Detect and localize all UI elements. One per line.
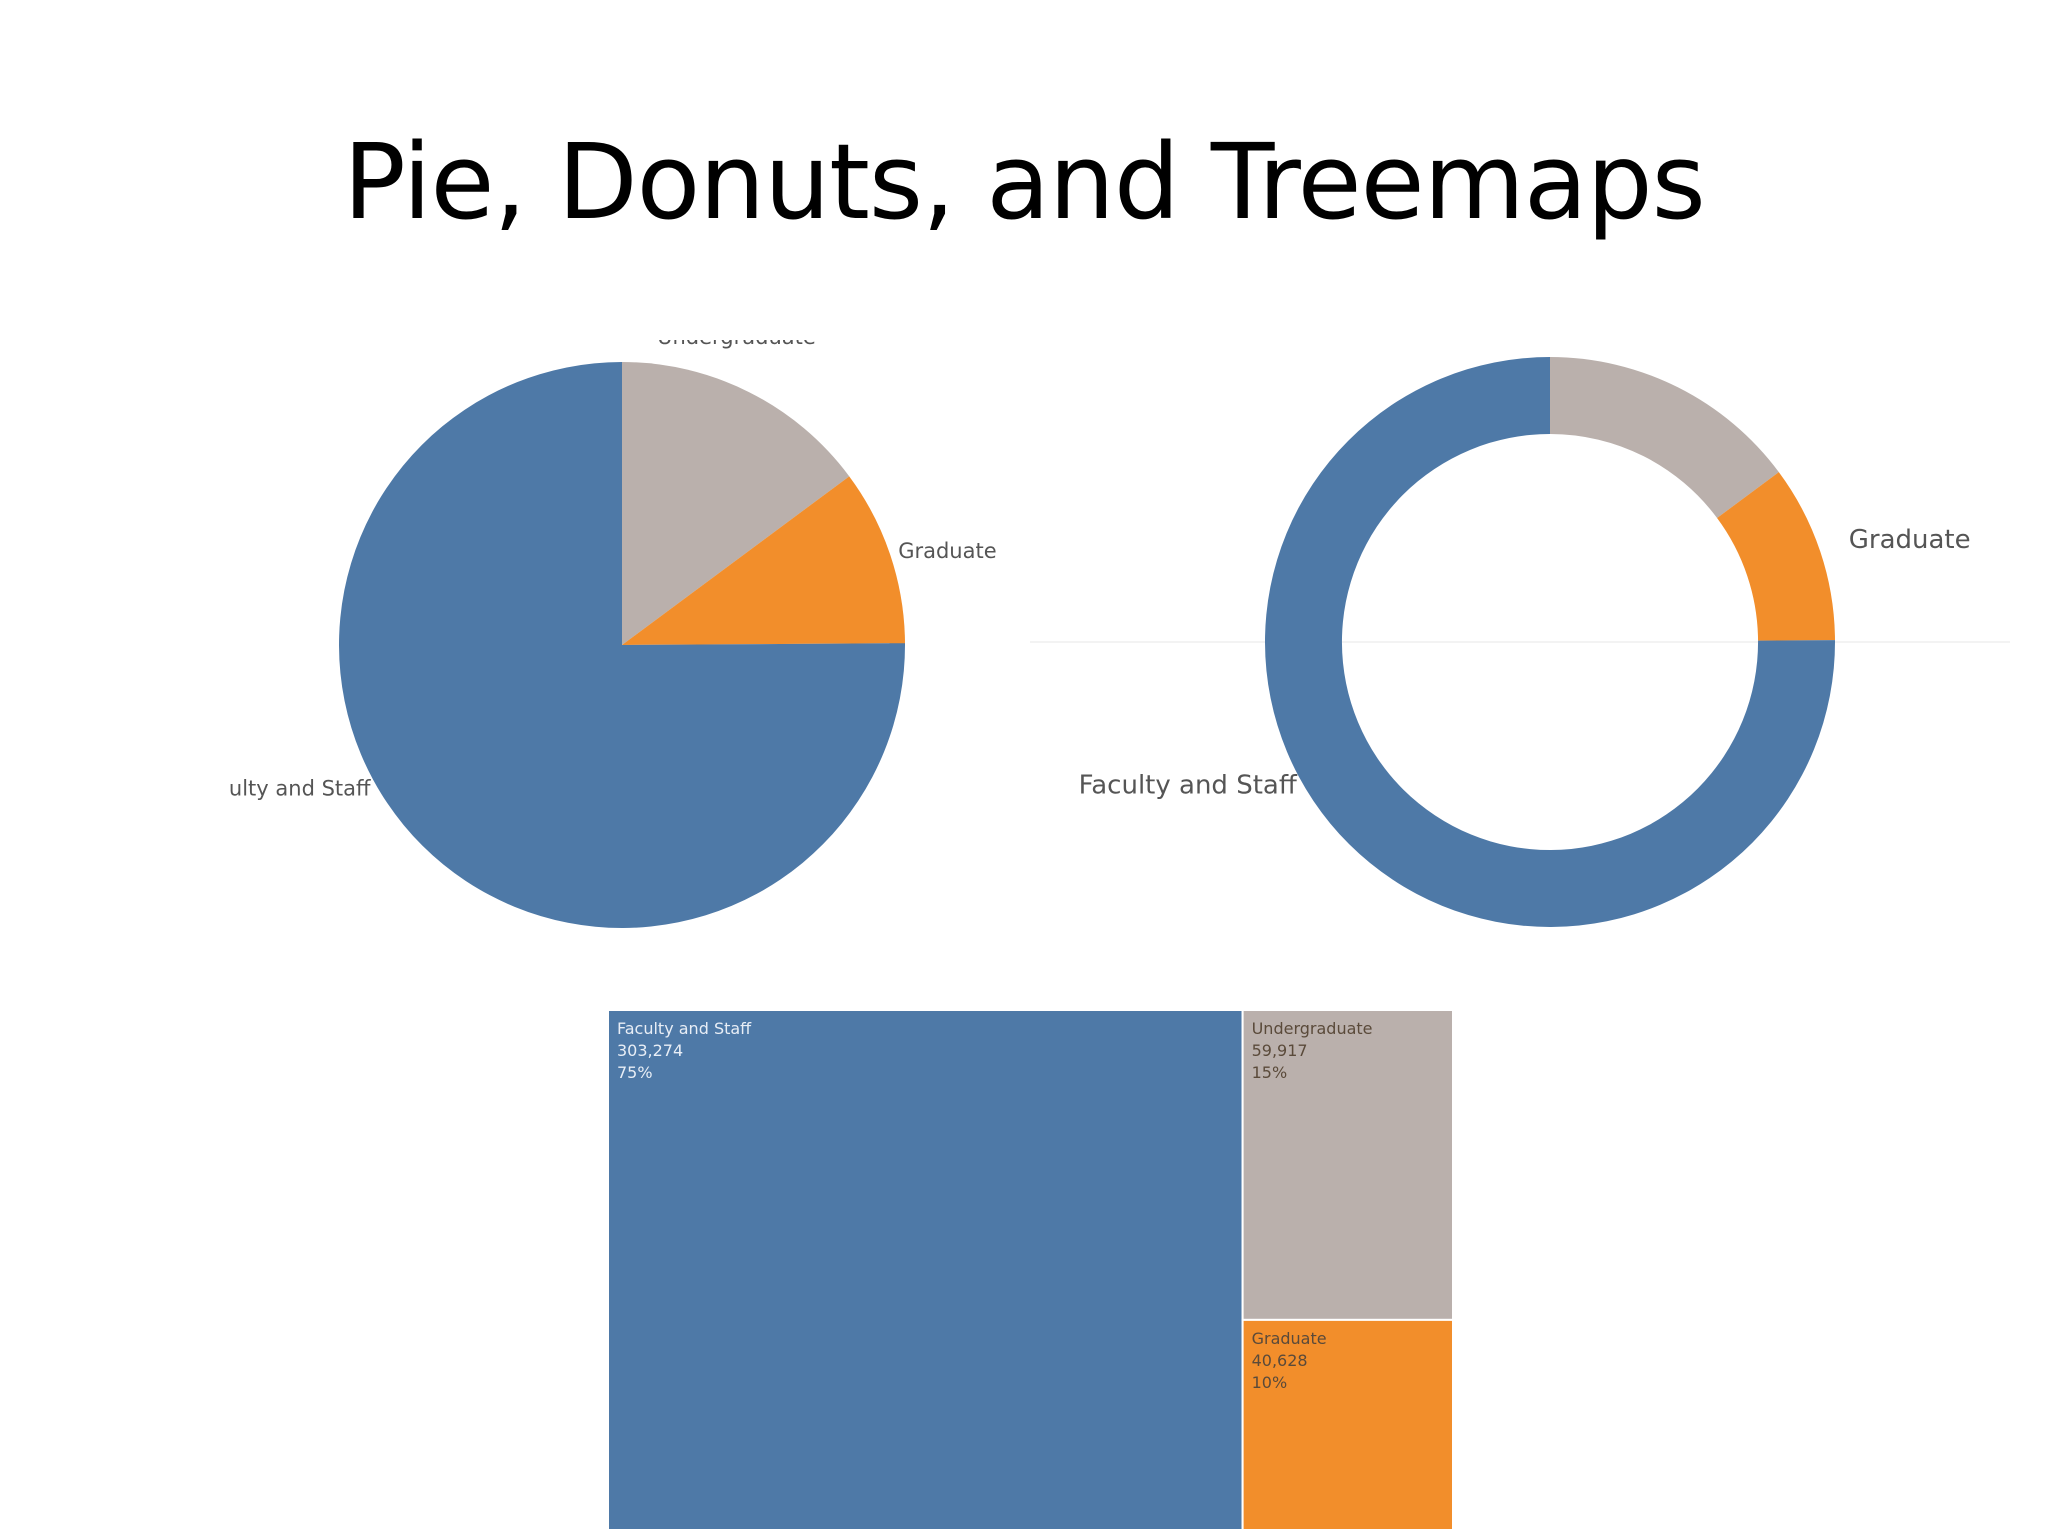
treemap-name-label-faculty-and-staff: Faculty and Staff (617, 1019, 752, 1038)
donut-slice-graduate (1717, 472, 1835, 641)
treemap-value-label-graduate: 40,628 (1252, 1351, 1308, 1370)
treemap-value-label-faculty-and-staff: 303,274 (617, 1041, 683, 1060)
treemap-percent-label-undergraduate: 15% (1252, 1063, 1288, 1082)
pie-label-graduate: Graduate (898, 539, 996, 563)
treemap-name-label-undergraduate: Undergraduate (1252, 1019, 1373, 1038)
slide-title: Pie, Donuts, and Treemaps (343, 121, 1706, 243)
treemap-percent-label-faculty-and-staff: 75% (617, 1063, 653, 1082)
pie-label-undergraduate: Undergraduate (657, 340, 816, 349)
pie-slice-graduate (622, 476, 905, 645)
pie-label-faculty-and-staff: Faculty and Staff (230, 776, 371, 800)
donut-label-graduate: Graduate (1849, 525, 1971, 555)
treemap-name-label-graduate: Graduate (1252, 1329, 1327, 1348)
treemap-cell-undergraduate (1241, 1010, 1455, 1321)
treemap-percent-label-graduate: 10% (1252, 1373, 1288, 1392)
treemap-chart: Faculty and Staff 303,274 75% Undergraduate… (607, 1010, 1455, 1531)
donut-chart: UndergraduateGraduateFaculty and Staff (1030, 357, 2010, 928)
treemap-cell-faculty-and-staff (607, 1010, 1244, 1531)
donut-slice-undergraduate (1550, 357, 1779, 519)
donut-label-faculty-and-staff: Faculty and Staff (1079, 770, 1298, 800)
treemap-cell-graduate (1241, 1318, 1455, 1531)
pie-slice-undergraduate (622, 362, 850, 645)
pie-slice-faculty-and-staff (339, 362, 905, 928)
pie-chart: Undergraduate Graduate Faculty and Staff (230, 340, 997, 928)
treemap-value-label-undergraduate: 59,917 (1252, 1041, 1308, 1060)
